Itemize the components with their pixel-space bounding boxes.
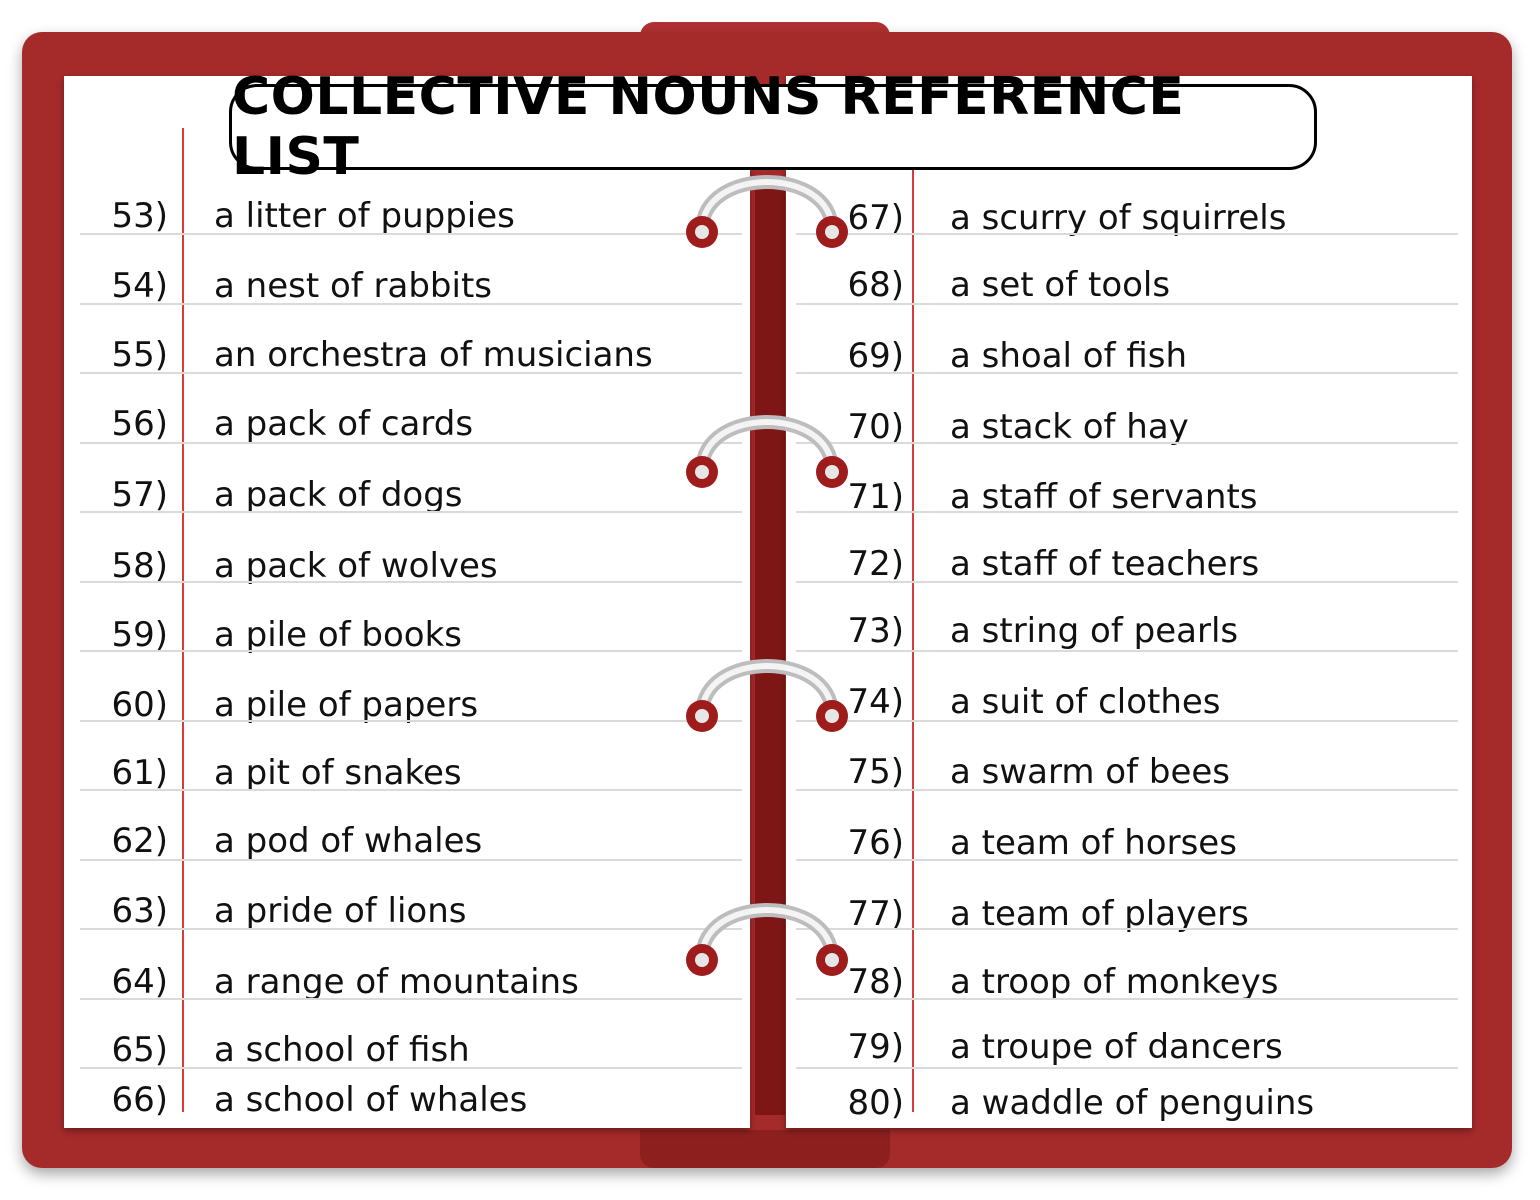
list-item-text: a shoal of fish — [950, 336, 1188, 376]
ruled-line — [80, 720, 742, 722]
list-item-number: 64) — [111, 962, 168, 1002]
binder-ring-icon — [686, 903, 848, 976]
ruled-line — [796, 650, 1458, 652]
cover-tab-bottom — [640, 1130, 890, 1168]
list-item-text: a troop of monkeys — [950, 962, 1279, 1002]
ruled-line — [796, 511, 1458, 513]
list-item-number: 69) — [847, 336, 904, 376]
ruled-line — [80, 303, 742, 305]
ruled-line — [796, 720, 1458, 722]
list-item-text: a set of tools — [950, 265, 1171, 305]
list-item-number: 75) — [847, 752, 904, 792]
list-item-number: 80) — [847, 1083, 904, 1123]
list-item-number: 68) — [847, 265, 904, 305]
list-item-text: a litter of puppies — [214, 196, 515, 236]
right-page: 67) a scurry of squirrels 68) a set of tool… — [786, 76, 1472, 1128]
list-item-text: a pride of lions — [214, 891, 467, 931]
list-item-number: 67) — [847, 198, 904, 238]
page-title: COLLECTIVE NOUNS REFERENCE LIST — [229, 67, 1317, 187]
list-item-number: 74) — [847, 682, 904, 722]
ruled-line — [796, 998, 1458, 1000]
list-item-number: 56) — [111, 404, 168, 444]
left-page: 53) a litter of puppies 54) a nest of rabbi… — [64, 76, 750, 1128]
list-item-text: a team of players — [950, 894, 1249, 934]
list-item-text: a nest of rabbits — [214, 266, 493, 306]
list-item-text: a string of pearls — [950, 611, 1239, 651]
ruled-line — [80, 372, 742, 374]
list-item-number: 59) — [111, 615, 168, 655]
ruled-line — [796, 442, 1458, 444]
ruled-line — [796, 789, 1458, 791]
list-item-text: a stack of hay — [950, 407, 1189, 447]
ruled-line — [796, 233, 1458, 235]
ruled-line — [796, 303, 1458, 305]
ruled-line — [80, 859, 742, 861]
list-item-number: 55) — [111, 335, 168, 375]
ruled-line — [80, 1067, 742, 1069]
list-item-text: a swarm of bees — [950, 752, 1231, 792]
list-item-text: a pile of papers — [214, 685, 479, 725]
list-item-text: a school of fish — [214, 1030, 470, 1070]
list-item-text: a scurry of squirrels — [950, 198, 1287, 238]
list-item-number: 63) — [111, 891, 168, 931]
list-item-number: 76) — [847, 823, 904, 863]
list-item-text: a school of whales — [214, 1080, 528, 1120]
list-item-number: 78) — [847, 962, 904, 1002]
list-item-text: a suit of clothes — [950, 682, 1221, 722]
ruled-line — [80, 511, 742, 513]
ruled-line — [796, 1067, 1458, 1069]
ruled-line — [796, 372, 1458, 374]
ruled-line — [80, 233, 742, 235]
list-item-number: 77) — [847, 894, 904, 934]
list-item-number: 65) — [111, 1030, 168, 1070]
ruled-line — [80, 581, 742, 583]
list-item-number: 71) — [847, 477, 904, 517]
list-item-text: a staff of teachers — [950, 544, 1260, 584]
list-item-text: a troupe of dancers — [950, 1027, 1283, 1067]
ruled-line — [796, 859, 1458, 861]
list-item-text: an orchestra of musicians — [214, 335, 653, 375]
list-item-text: a pit of snakes — [214, 753, 462, 793]
list-item-text: a pack of cards — [214, 404, 474, 444]
binder-ring-icon — [686, 175, 848, 248]
ruled-line — [796, 928, 1458, 930]
list-item-number: 60) — [111, 685, 168, 725]
list-item-number: 61) — [111, 753, 168, 793]
margin-line — [912, 168, 914, 1112]
list-item-text: a range of mountains — [214, 962, 579, 1002]
list-item-text: a pod of whales — [214, 821, 483, 861]
list-item-number: 72) — [847, 544, 904, 584]
ruled-line — [80, 998, 742, 1000]
list-item-number: 54) — [111, 266, 168, 306]
ruled-line — [80, 650, 742, 652]
binder-ring-icon — [686, 659, 848, 732]
list-item-text: a staff of servants — [950, 477, 1258, 517]
list-item-text: a pack of wolves — [214, 546, 498, 586]
ruled-line — [80, 928, 742, 930]
ruled-line — [80, 789, 742, 791]
list-item-number: 70) — [847, 407, 904, 447]
ruled-line — [80, 442, 742, 444]
binder-ring-icon — [686, 415, 848, 488]
list-item-number: 53) — [111, 196, 168, 236]
list-item-number: 79) — [847, 1027, 904, 1067]
list-item-text: a team of horses — [950, 823, 1237, 863]
ruled-line — [796, 581, 1458, 583]
list-item-number: 73) — [847, 611, 904, 651]
list-item-text: a pile of books — [214, 615, 463, 655]
list-item-number: 66) — [111, 1080, 168, 1120]
margin-line — [182, 128, 184, 1112]
list-item-text: a waddle of penguins — [950, 1083, 1315, 1123]
list-item-number: 58) — [111, 546, 168, 586]
binder-spine — [755, 180, 785, 1115]
list-item-text: a pack of dogs — [214, 475, 463, 515]
list-item-number: 62) — [111, 821, 168, 861]
list-item-number: 57) — [111, 475, 168, 515]
